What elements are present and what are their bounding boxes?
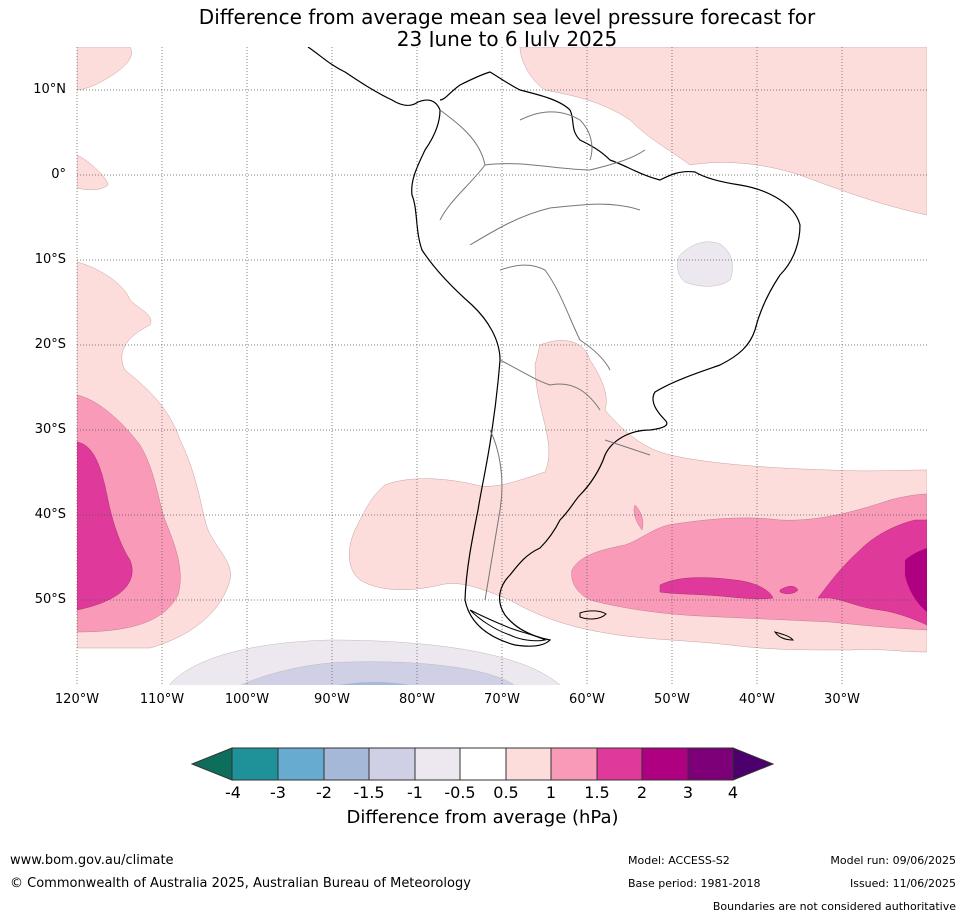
colorbar-segment <box>550 747 598 781</box>
longitude-label-90w: 90°W <box>314 692 350 707</box>
boundary-disclaimer: Boundaries are not considered authoritat… <box>712 900 956 913</box>
south-america-coastline <box>307 47 801 647</box>
colorbar-arrow-low <box>190 747 233 781</box>
colorbar-segment <box>505 747 552 781</box>
colorbar-segment <box>323 747 370 781</box>
colorbar-tick-label: -1.5 <box>353 783 385 802</box>
longitude-label-30w: 30°W <box>824 692 860 707</box>
contour-negative-1-5 <box>339 682 410 685</box>
falkland-islands <box>579 610 607 620</box>
south-georgia <box>773 631 795 641</box>
colorbar-tick-label: -0.5 <box>444 783 476 802</box>
colorbar <box>190 747 775 781</box>
colorbar-tick-label: 0.5 <box>493 783 519 802</box>
colorbar-segment <box>687 747 734 781</box>
colorbar-tick-label: 2 <box>636 783 648 802</box>
latitude-label-50s: 50°S <box>34 592 66 607</box>
colorbar-tick-label: -2 <box>316 783 332 802</box>
contour-positive-2-atlantic <box>905 548 927 612</box>
longitude-label-70w: 70°W <box>484 692 520 707</box>
contour-negative-brazil <box>677 241 733 287</box>
website-link[interactable]: www.bom.gov.au/climate <box>10 853 174 868</box>
issued-date: Issued: 11/06/2025 <box>849 877 956 890</box>
latitude-label-40s: 40°S <box>34 507 66 522</box>
map-title-line-1: Difference from average mean sea level p… <box>198 5 816 29</box>
model-run-date: Model run: 09/06/2025 <box>830 854 956 867</box>
longitude-label-50w: 50°W <box>654 692 690 707</box>
colorbar-arrow-high <box>732 747 775 781</box>
contour-positive-1-5-atlantic <box>659 519 927 626</box>
longitude-label-110w: 110°W <box>139 692 185 707</box>
copyright-notice: © Commonwealth of Australia 2025, Austra… <box>10 876 471 891</box>
colorbar-segment <box>459 747 507 781</box>
anomaly-contours <box>77 47 927 685</box>
model-name: Model: ACCESS-S2 <box>628 854 730 867</box>
colorbar-tick-label: -3 <box>270 783 286 802</box>
pressure-anomaly-map <box>76 47 927 685</box>
longitude-label-120w: 120°W <box>54 692 100 707</box>
colorbar-segment <box>368 747 416 781</box>
colorbar-segment <box>641 747 689 781</box>
contour-positive-nw <box>77 47 132 91</box>
latitude-label-30s: 30°S <box>34 422 66 437</box>
colorbar-tick-label: -4 <box>225 783 241 802</box>
latitude-label-10n: 10°N <box>33 82 66 97</box>
longitude-label-40w: 40°W <box>739 692 775 707</box>
contour-negative-1 <box>240 661 515 685</box>
colorbar-label: Difference from average (hPa) <box>346 807 619 828</box>
colorbar-tick-label: -1 <box>407 783 423 802</box>
latitude-label-0: 0° <box>51 167 66 182</box>
longitude-label-60w: 60°W <box>569 692 605 707</box>
colorbar-tick-label: 1.5 <box>584 783 610 802</box>
colorbar-tick-label: 4 <box>727 783 739 802</box>
colorbar-segment <box>596 747 643 781</box>
coastline <box>307 47 801 647</box>
colorbar-segment <box>414 747 461 781</box>
base-period: Base period: 1981-2018 <box>628 877 761 890</box>
graticule <box>76 47 927 685</box>
tierra-del-fuego <box>469 609 547 642</box>
contour-positive-1-5-west <box>77 441 133 611</box>
latitude-label-10s: 10°S <box>34 252 66 267</box>
longitude-label-80w: 80°W <box>399 692 435 707</box>
colorbar-tick-label: 3 <box>682 783 694 802</box>
latitude-label-20s: 20°S <box>34 337 66 352</box>
colorbar-segment <box>277 747 325 781</box>
country-boundaries <box>439 109 651 601</box>
longitude-label-100w: 100°W <box>224 692 270 707</box>
colorbar-segment <box>231 747 279 781</box>
contour-positive-w-equator <box>77 154 109 191</box>
colorbar-tick-label: 1 <box>545 783 557 802</box>
